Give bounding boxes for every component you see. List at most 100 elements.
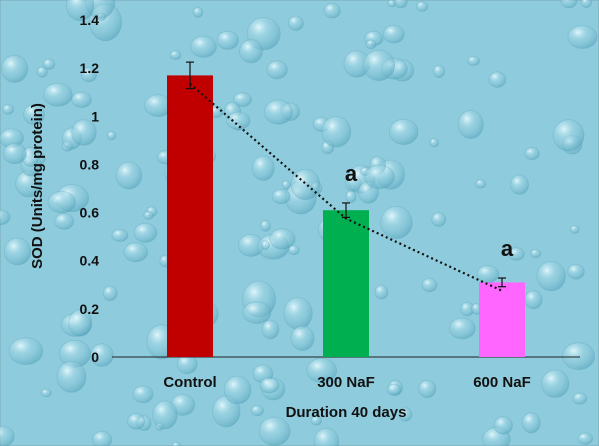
water-drop [171,441,181,446]
water-drop [398,407,413,422]
water-drop [475,179,487,189]
water-drop [263,99,294,125]
water-drop [242,301,272,324]
y-tick-label: 1.2 [80,60,100,76]
y-tick-label: 0.6 [80,205,100,221]
water-drop [133,222,158,243]
water-drop [466,55,480,66]
water-drop [432,64,446,79]
water-drop [56,360,87,393]
water-drop [226,111,251,131]
water-drop [488,71,507,88]
water-drop [306,357,338,383]
water-drop [580,0,592,8]
y-tick-label: 1 [91,108,99,124]
water-drop [572,392,588,405]
x-category-label: 600 NaF [473,374,531,391]
water-drop [47,190,77,214]
water-drop [323,2,341,19]
water-drop [448,317,476,340]
water-drop [23,104,45,126]
water-drop [115,161,143,190]
water-drop [169,50,182,60]
y-tick-label: 1.4 [80,12,100,28]
water-drop [43,82,73,107]
water-drop [259,377,280,394]
water-drop [260,219,271,232]
water-drop [560,0,578,9]
water-drop [40,388,52,398]
water-drop [365,39,377,50]
water-drop [567,263,585,280]
y-axis-ticks: 0 0.2 0.4 0.6 0.8 1 1.2 1.4 [80,12,100,365]
water-drop [1,54,29,83]
water-drop [567,25,598,49]
water-drop [192,6,204,18]
water-drop [524,290,543,310]
water-drop [102,285,118,302]
x-category-label: Control [163,374,216,391]
water-drop [176,354,198,375]
water-drop [0,209,11,226]
water-drop [321,116,352,148]
water-drop [415,1,429,12]
water-drop [80,67,97,83]
water-drop [54,213,75,230]
trend-line [189,82,503,292]
water-drop [266,60,288,80]
water-drop [216,30,239,50]
water-drop [71,119,97,146]
water-drop [290,325,315,352]
water-drop [258,416,291,446]
water-drop [457,110,484,140]
water-drop [90,343,114,367]
x-axis-title: Duration 40 days [286,404,407,421]
water-drop [2,142,27,165]
water-drop [111,228,129,242]
water-drop [421,277,438,293]
water-drop [431,212,447,227]
water-drop [393,0,408,9]
water-drop [232,92,252,107]
water-drop [4,237,32,266]
x-axis-categories: Control 300 NaF 600 NaF [163,374,530,391]
water-drop [2,104,15,115]
water-drop [510,174,529,195]
water-drop [0,425,15,446]
y-tick-label: 0.2 [80,301,100,317]
water-drop [42,58,56,70]
y-tick-label: 0.8 [80,156,100,172]
water-drop [380,205,413,239]
water-drop [281,180,291,190]
water-drop [68,309,93,337]
water-drop [127,413,146,430]
water-drop [91,430,113,446]
water-drop [250,405,264,417]
water-drop [271,189,291,205]
water-drop [190,35,217,58]
water-drop [562,342,596,371]
water-drop [418,379,437,398]
water-drop [239,39,263,64]
water-drop [8,337,44,366]
water-drop [429,138,440,148]
bar-600-naf [479,282,525,357]
water-drop [536,261,566,292]
water-drop [524,147,540,161]
water-drop [66,0,95,22]
water-drop [283,297,313,330]
water-drop [364,164,395,190]
water-drop [132,385,154,404]
water-drop [374,284,389,300]
water-drop [310,415,322,426]
y-axis-title: SOD (Units/mg protein) [29,103,46,269]
water-drop [290,168,321,201]
bar-control [167,75,213,358]
error-bar [498,277,506,288]
water-drop [530,248,542,259]
water-drop [269,228,296,250]
water-drop [152,400,178,430]
bar-300-naf [323,210,369,357]
